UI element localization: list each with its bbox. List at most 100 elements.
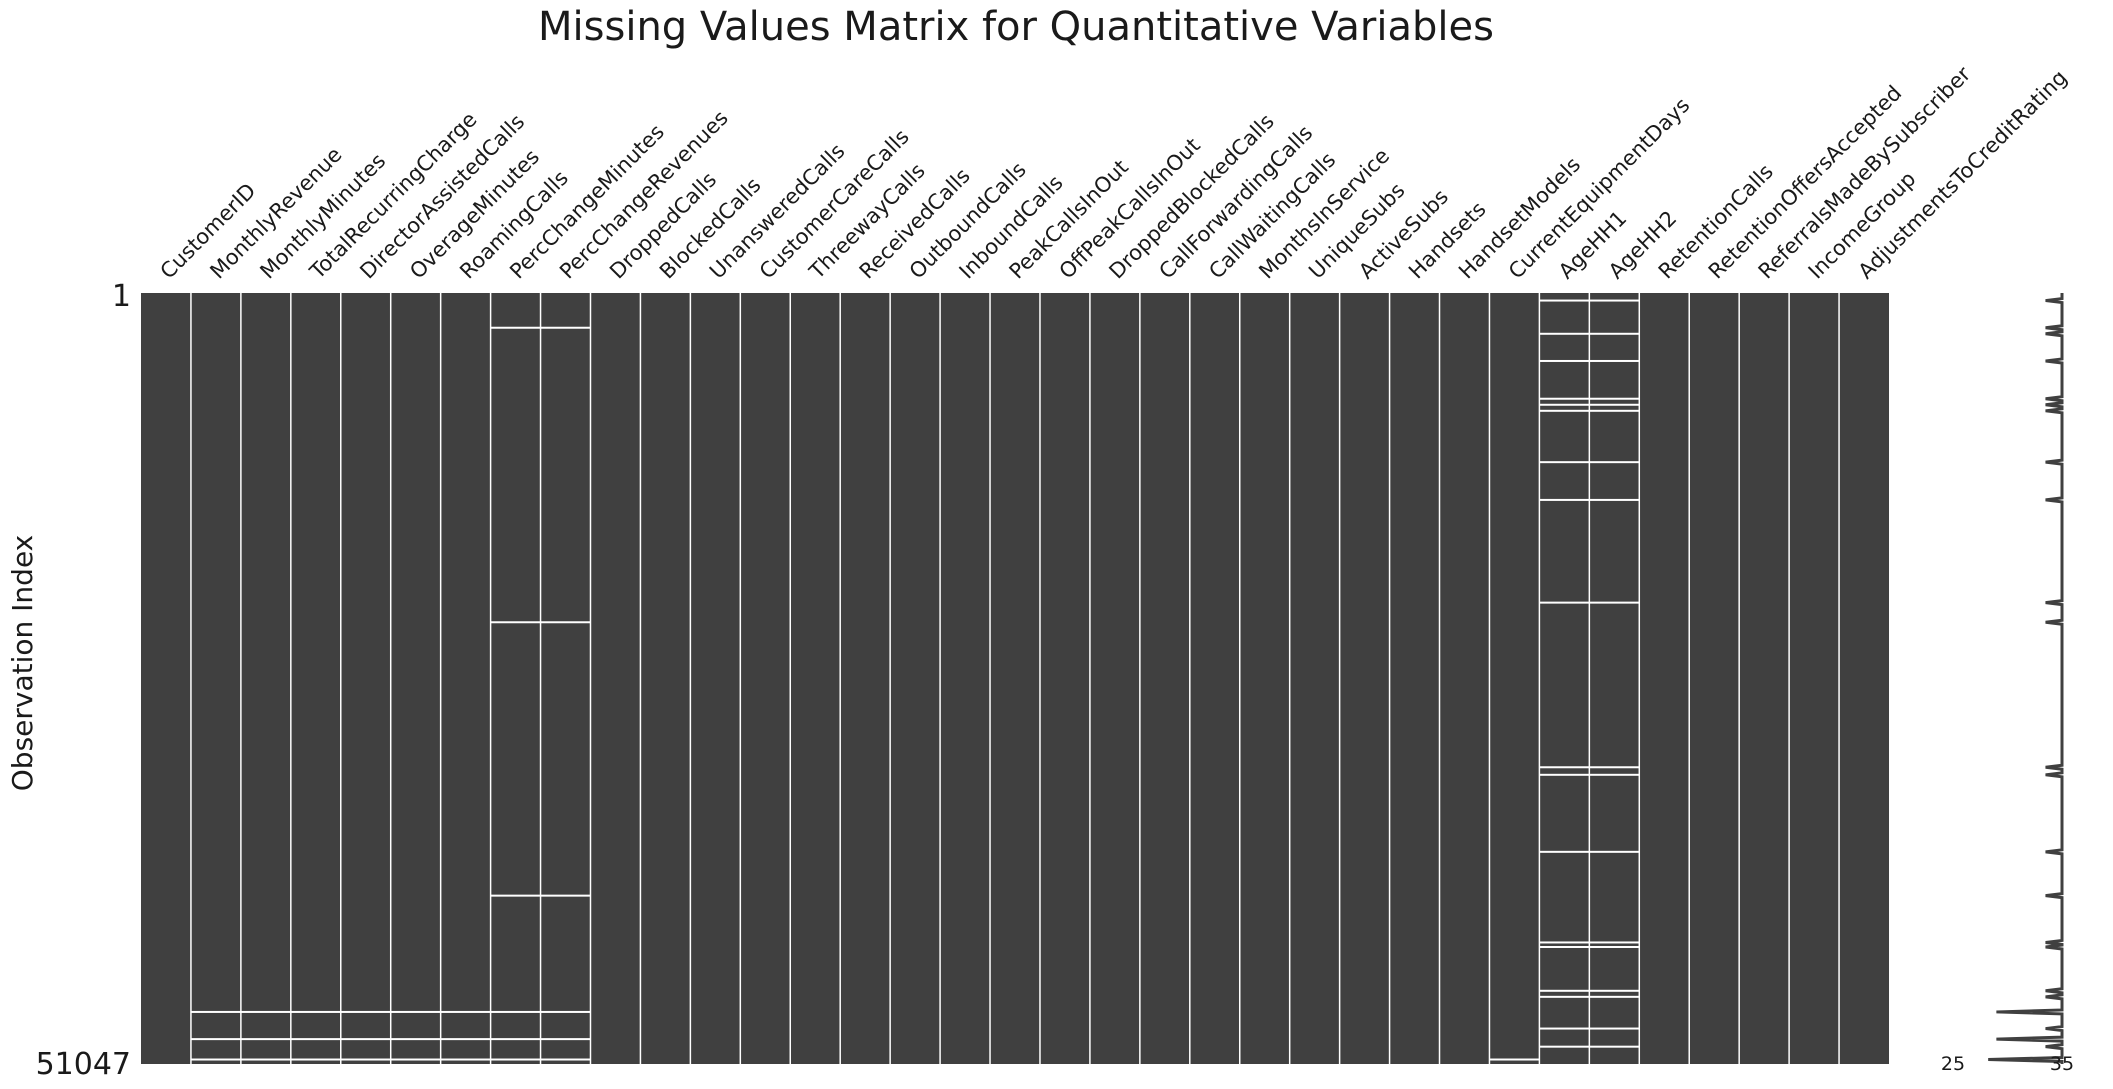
matrix-column-handsets bbox=[1389, 293, 1440, 1064]
matrix-column-customer-care-calls bbox=[740, 293, 791, 1064]
matrix-area bbox=[141, 293, 1889, 1064]
missing-value-line bbox=[540, 1058, 591, 1061]
missing-value-line bbox=[1539, 995, 1590, 998]
y-tick-label-top: 1 bbox=[112, 279, 131, 314]
missing-value-line bbox=[390, 1038, 441, 1041]
row-completeness-sparkline bbox=[1988, 293, 2064, 1064]
missing-value-line bbox=[240, 1010, 291, 1013]
missing-value-line bbox=[440, 1010, 491, 1013]
matrix-column-retention-calls bbox=[1639, 293, 1690, 1064]
missing-value-line bbox=[1589, 989, 1640, 992]
missing-value-line bbox=[540, 326, 591, 329]
matrix-column-dropped-blocked-calls bbox=[1089, 293, 1140, 1064]
missing-value-line bbox=[440, 1058, 491, 1061]
matrix-column-received-calls bbox=[840, 293, 891, 1064]
matrix-column-peak-calls-in-out bbox=[990, 293, 1040, 1064]
matrix-column-off-peak-calls-in-out bbox=[1039, 293, 1090, 1064]
matrix-column-monthly-revenue bbox=[190, 293, 241, 1064]
chart-title: Missing Values Matrix for Quantitative V… bbox=[538, 4, 1494, 50]
missing-value-line bbox=[490, 326, 541, 329]
missing-value-line bbox=[290, 1010, 341, 1013]
matrix-column-months-in-service bbox=[1239, 293, 1290, 1064]
missing-value-line bbox=[1539, 403, 1590, 406]
matrix-column-adjustments-to-credit-rating bbox=[1839, 293, 1889, 1064]
matrix-column-unique-subs bbox=[1289, 293, 1340, 1064]
missing-value-line bbox=[1589, 498, 1640, 501]
matrix-column-call-forwarding-calls bbox=[1139, 293, 1190, 1064]
matrix-column-director-assisted-calls bbox=[340, 293, 391, 1064]
matrix-column-age-hh2 bbox=[1589, 293, 1640, 1064]
missing-value-line bbox=[1589, 1027, 1640, 1030]
matrix-column-unanswered-calls bbox=[690, 293, 741, 1064]
y-tick-label-bottom: 51047 bbox=[36, 1047, 131, 1082]
missing-value-line bbox=[1589, 995, 1640, 998]
missing-value-line bbox=[1589, 941, 1640, 944]
column-label-referrals-made-by-subscriber: ReferralsMadeBySubscriber bbox=[1754, 62, 1976, 284]
missing-value-line bbox=[1589, 397, 1640, 400]
missing-value-line bbox=[540, 621, 591, 624]
missing-value-line bbox=[1539, 941, 1590, 944]
missing-value-line bbox=[1589, 601, 1640, 604]
missing-value-line bbox=[240, 1058, 291, 1061]
missing-value-line bbox=[1589, 409, 1640, 412]
missing-value-line bbox=[1589, 403, 1640, 406]
missing-value-line bbox=[190, 1058, 241, 1061]
missing-value-line bbox=[1589, 766, 1640, 769]
matrix-column-outbound-calls bbox=[890, 293, 941, 1064]
missing-value-line bbox=[290, 1038, 341, 1041]
missing-value-line bbox=[490, 1058, 541, 1061]
missing-value-line bbox=[1539, 397, 1590, 400]
missing-value-line bbox=[1539, 299, 1590, 302]
matrix-column-dropped-calls bbox=[590, 293, 641, 1064]
missing-value-line bbox=[1539, 409, 1590, 412]
missing-value-line bbox=[390, 1058, 441, 1061]
missing-value-line bbox=[1539, 1045, 1590, 1048]
missing-value-line bbox=[1539, 601, 1590, 604]
missing-value-line bbox=[1539, 945, 1590, 948]
missing-value-line bbox=[1589, 359, 1640, 362]
missing-value-line bbox=[1539, 498, 1590, 501]
missing-value-line bbox=[1539, 332, 1590, 335]
missing-value-line bbox=[1589, 773, 1640, 776]
missing-value-line bbox=[240, 1038, 291, 1041]
missing-value-line bbox=[1539, 850, 1590, 853]
missing-value-line bbox=[1489, 1058, 1540, 1061]
missing-value-line bbox=[290, 1058, 341, 1061]
matrix-column-income-group bbox=[1789, 293, 1840, 1064]
missing-value-line bbox=[1589, 850, 1640, 853]
matrix-column-active-subs bbox=[1339, 293, 1390, 1064]
matrix-column-referrals-made-by-subscriber bbox=[1739, 293, 1790, 1064]
sparkline-min-label: 25 bbox=[1941, 1053, 1965, 1075]
matrix-column-threeway-calls bbox=[790, 293, 841, 1064]
matrix-column-current-equipment-days bbox=[1489, 293, 1540, 1064]
matrix-column-monthly-minutes bbox=[240, 293, 291, 1064]
matrix-column-blocked-calls bbox=[640, 293, 691, 1064]
matrix-column-inbound-calls bbox=[940, 293, 991, 1064]
matrix-column-roaming-calls bbox=[440, 293, 491, 1064]
missing-value-line bbox=[540, 1010, 591, 1013]
y-axis-label: Observation Index bbox=[6, 535, 39, 791]
missing-value-line bbox=[1539, 989, 1590, 992]
missing-value-line bbox=[1589, 945, 1640, 948]
missing-value-line bbox=[390, 1010, 441, 1013]
missing-value-line bbox=[340, 1038, 391, 1041]
matrix-column-handset-models bbox=[1439, 293, 1490, 1064]
missing-value-line bbox=[1539, 1027, 1590, 1030]
missing-value-line bbox=[1589, 299, 1640, 302]
matrix-column-customer-id bbox=[141, 293, 191, 1064]
missing-value-line bbox=[490, 1038, 541, 1041]
missing-value-line bbox=[340, 1010, 391, 1013]
missing-value-line bbox=[340, 1058, 391, 1061]
missing-value-line bbox=[1589, 1045, 1640, 1048]
missing-value-line bbox=[540, 1038, 591, 1041]
missing-value-line bbox=[490, 1010, 541, 1013]
missing-value-line bbox=[1539, 773, 1590, 776]
column-labels: CustomerIDMonthlyRevenueMonthlyMinutesTo… bbox=[156, 62, 2072, 285]
missing-value-line bbox=[1589, 332, 1640, 335]
matrix-column-perc-change-minutes bbox=[490, 293, 541, 1064]
matrix-column-perc-change-revenues bbox=[540, 293, 591, 1064]
missing-value-line bbox=[1539, 461, 1590, 464]
matrix-column-total-recurring-charge bbox=[290, 293, 341, 1064]
matrix-column-age-hh1 bbox=[1539, 293, 1590, 1064]
